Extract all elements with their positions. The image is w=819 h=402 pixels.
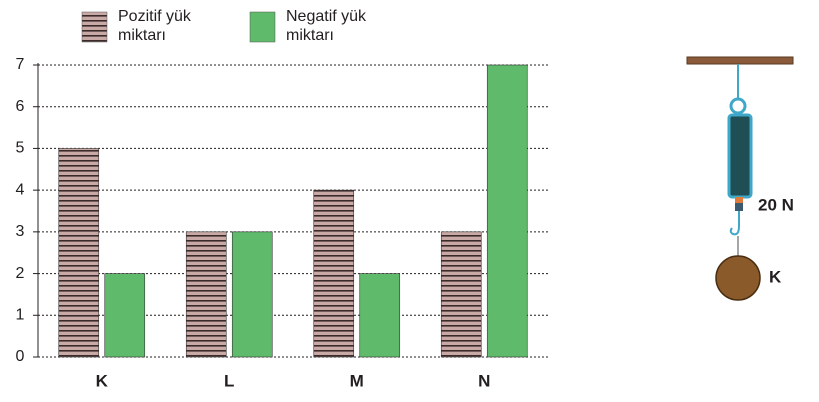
legend-swatch xyxy=(81,11,108,43)
bar xyxy=(231,231,273,358)
x-tick-label: K xyxy=(96,371,109,390)
legend-label: Negatif yük miktarı xyxy=(286,8,367,44)
spring-scale-diagram: 20 N K xyxy=(686,56,794,301)
bar xyxy=(104,273,146,358)
bar xyxy=(58,148,100,358)
object-label: K xyxy=(769,267,782,286)
bar xyxy=(359,273,401,358)
y-tick-label: 1 xyxy=(16,307,25,324)
bar xyxy=(440,231,482,358)
y-tick-label: 3 xyxy=(16,223,25,240)
x-tick-label: M xyxy=(350,371,364,390)
x-tick-label: N xyxy=(478,371,490,390)
bar xyxy=(486,64,528,358)
force-label: 20 N xyxy=(758,195,794,214)
y-tick-label: 5 xyxy=(16,140,25,157)
y-tick-label: 0 xyxy=(16,348,25,365)
x-tick-label: L xyxy=(224,371,234,390)
y-tick-label: 6 xyxy=(16,98,25,115)
y-tick-label: 7 xyxy=(16,56,25,73)
y-tick-label: 2 xyxy=(16,265,25,282)
bar xyxy=(313,189,355,358)
y-tick-label: 4 xyxy=(16,181,25,198)
legend-label: Pozitif yük miktarı xyxy=(118,8,191,44)
legend-swatch xyxy=(249,11,276,43)
bar xyxy=(185,231,227,358)
